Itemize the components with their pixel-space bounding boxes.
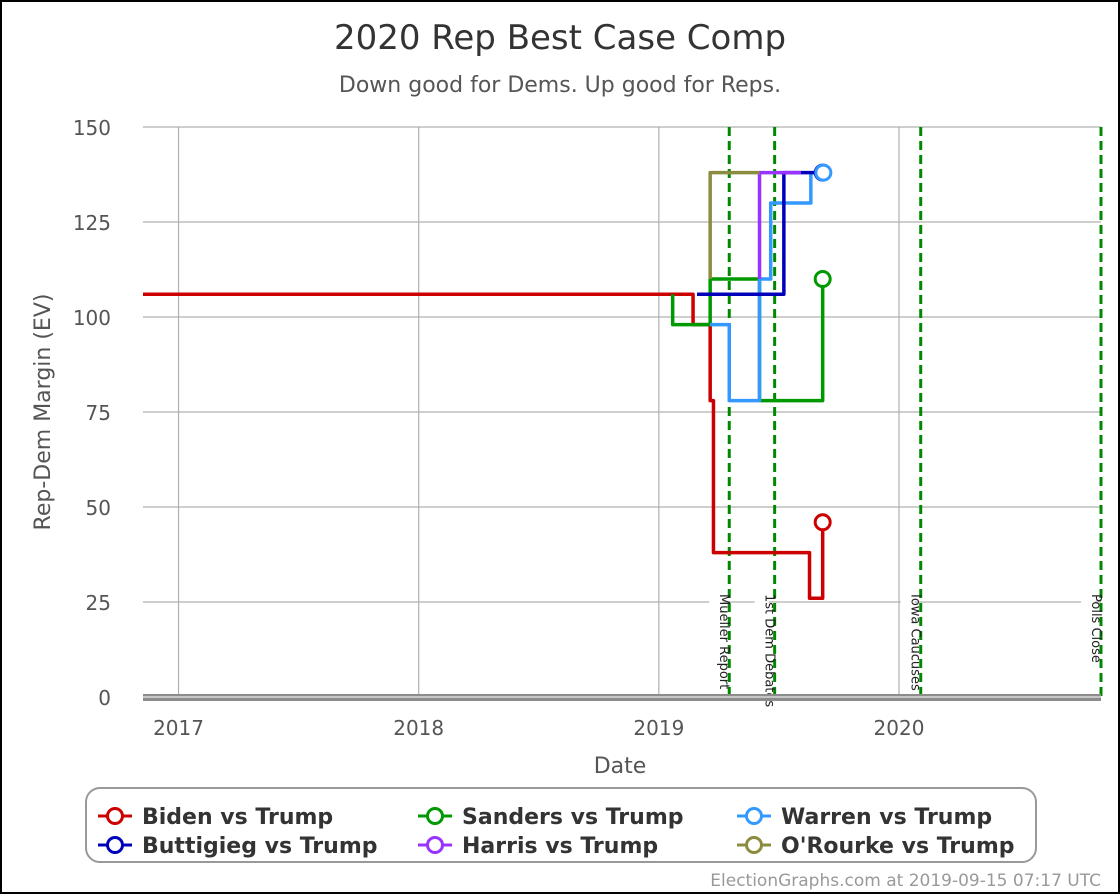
event-label: Polls Close (1088, 594, 1103, 663)
legend: Biden vs Trump Sanders vs Trump Warren vs … (85, 787, 1037, 863)
series-line (670, 277, 825, 403)
x-tick-label: 2019 (633, 716, 684, 740)
event-label-bg (754, 592, 769, 710)
series-line (143, 292, 825, 600)
end-markers (813, 163, 833, 532)
y-tick-label: 50 (86, 496, 111, 520)
x-axis-label: Date (594, 754, 647, 779)
x-tick-label: 2018 (393, 716, 444, 740)
series-lines (143, 170, 825, 600)
legend-swatch-marker (106, 836, 124, 854)
event-label: 1st Dem Debates (762, 594, 777, 707)
y-tick-label: 100 (73, 306, 111, 330)
event-label: Iowa Caucuses (908, 594, 923, 691)
legend-label: O'Rourke vs Trump (781, 834, 1015, 859)
series-line (708, 170, 760, 279)
event-lines: Mueller Report 1st Dem Debates Iowa Caucus… (709, 127, 1103, 710)
y-tick-label: 150 (73, 116, 111, 140)
event-label: Mueller Report (716, 594, 731, 689)
chart-subtitle: Down good for Dems. Up good for Reps. (339, 73, 781, 98)
legend-swatch-marker (426, 836, 444, 854)
chart-title: 2020 Rep Best Case Comp (334, 18, 786, 58)
legend-swatch-marker (745, 807, 763, 825)
grid (143, 126, 1101, 697)
y-tick-label: 125 (73, 211, 111, 235)
credit-text: ElectionGraphs.com at 2019-09-15 07:17 U… (710, 871, 1101, 891)
legend-swatch-marker (106, 807, 124, 825)
event-label-bg (900, 592, 915, 693)
legend-label: Warren vs Trump (781, 805, 992, 830)
series-line (710, 170, 824, 403)
legend-label: Buttigieg vs Trump (142, 834, 378, 859)
x-tick-label: 2020 (874, 716, 925, 740)
axes: 0 25 50 75 100 125 150 2017 2018 2019 2020 (73, 116, 1101, 740)
end-marker (813, 513, 832, 532)
event-label-bg (1081, 592, 1095, 665)
legend-label: Biden vs Trump (142, 805, 333, 830)
legend-label: Harris vs Trump (462, 834, 658, 859)
legend-swatch-marker (745, 836, 763, 854)
y-axis-label: Rep-Dem Margin (EV) (31, 294, 56, 531)
series-line (757, 170, 801, 279)
x-tick-label: 2017 (153, 716, 204, 740)
y-tick-label: 75 (86, 401, 111, 425)
event-label-bg (709, 592, 724, 692)
legend-box (85, 787, 1037, 863)
end-marker (813, 270, 832, 288)
legend-swatch-marker (426, 807, 444, 825)
end-marker (814, 163, 833, 182)
series-line (697, 170, 823, 296)
y-tick-label: 0 (98, 686, 111, 710)
legend-label: Sanders vs Trump (462, 805, 684, 830)
y-tick-label: 25 (86, 591, 111, 615)
